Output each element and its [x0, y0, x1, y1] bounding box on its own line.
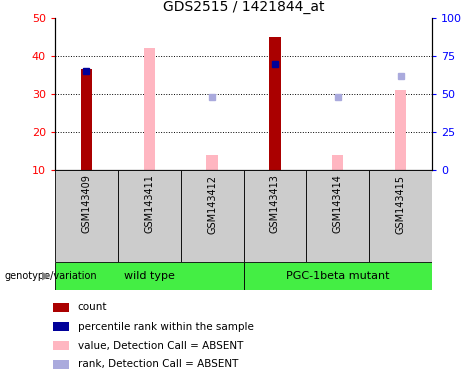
Bar: [55, 170, 118, 262]
Text: value, Detection Call = ABSENT: value, Detection Call = ABSENT: [77, 341, 243, 351]
Bar: [369, 170, 432, 262]
Bar: [53, 360, 70, 369]
Text: ▶: ▶: [42, 271, 50, 281]
Bar: [181, 170, 243, 262]
Text: genotype/variation: genotype/variation: [5, 271, 97, 281]
Text: GSM143414: GSM143414: [333, 175, 343, 233]
Bar: [53, 322, 70, 331]
Bar: [243, 262, 432, 290]
Bar: [269, 37, 281, 170]
Text: rank, Detection Call = ABSENT: rank, Detection Call = ABSENT: [77, 359, 238, 369]
Bar: [395, 90, 406, 170]
Text: GSM143409: GSM143409: [82, 175, 91, 233]
Text: GSM143412: GSM143412: [207, 175, 217, 233]
Bar: [55, 262, 243, 290]
Bar: [53, 341, 70, 350]
Bar: [53, 303, 70, 312]
Text: GSM143415: GSM143415: [396, 175, 406, 233]
Text: PGC-1beta mutant: PGC-1beta mutant: [286, 271, 390, 281]
Bar: [118, 170, 181, 262]
Bar: [332, 155, 343, 170]
Text: count: count: [77, 303, 107, 313]
Bar: [81, 69, 92, 170]
Text: wild type: wild type: [124, 271, 175, 281]
Text: GSM143413: GSM143413: [270, 175, 280, 233]
Bar: [243, 170, 306, 262]
Bar: [143, 48, 155, 170]
Bar: [207, 155, 218, 170]
Text: percentile rank within the sample: percentile rank within the sample: [77, 321, 254, 331]
Bar: [306, 170, 369, 262]
Text: GSM143411: GSM143411: [144, 175, 154, 233]
Title: GDS2515 / 1421844_at: GDS2515 / 1421844_at: [163, 0, 324, 14]
